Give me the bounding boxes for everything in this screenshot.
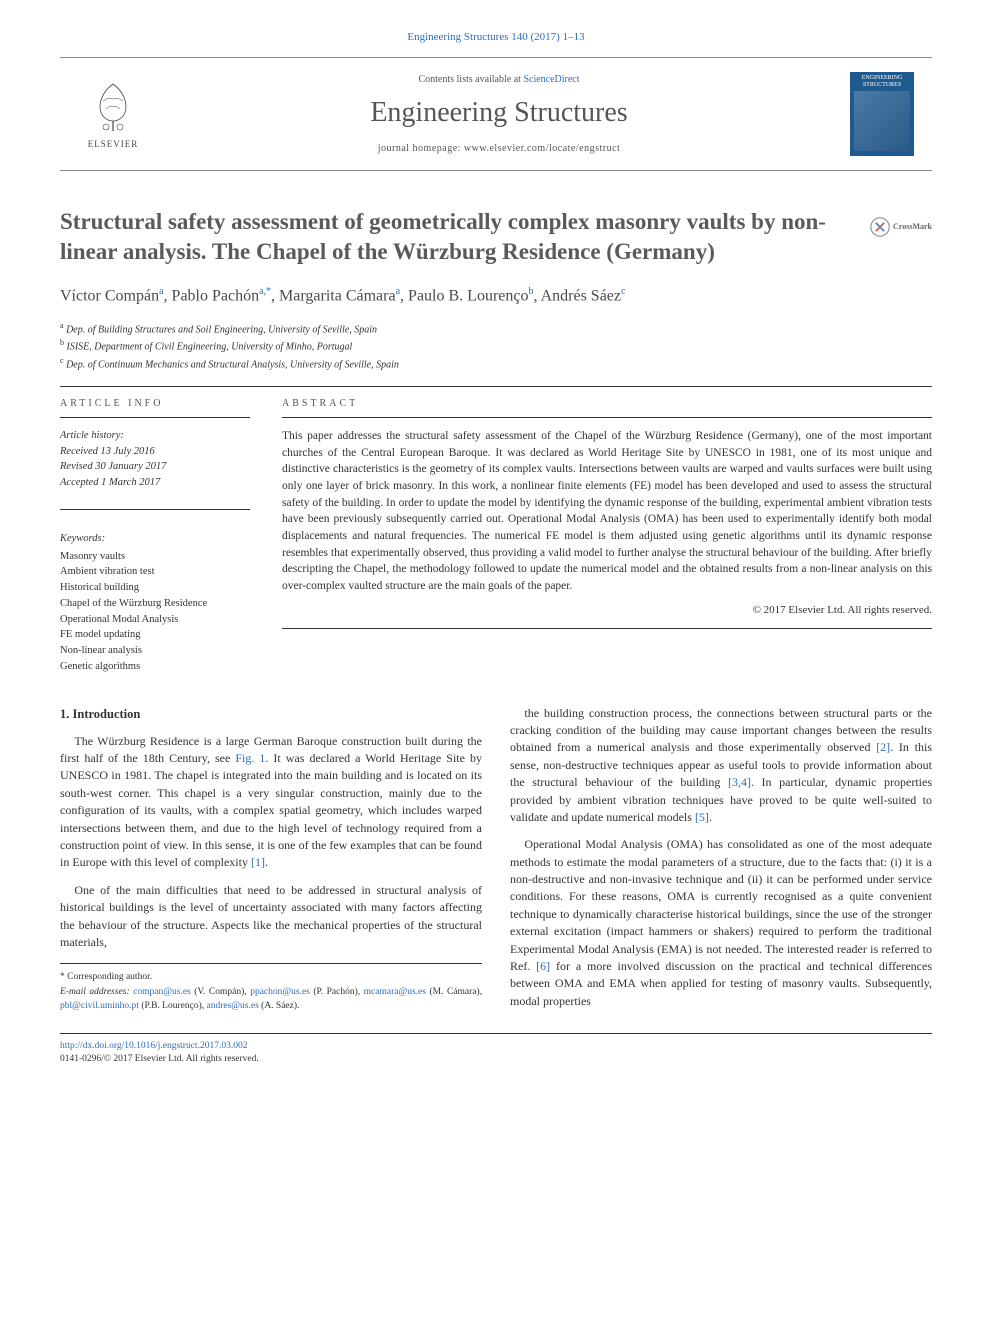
keyword-item: Chapel of the Würzburg Residence — [60, 596, 250, 612]
journal-cover-thumbnail[interactable]: ENGINEERING STRUCTURES — [850, 72, 914, 156]
keyword-item: Historical building — [60, 580, 250, 596]
keyword-item: Operational Modal Analysis — [60, 612, 250, 628]
email-addresses-line: E-mail addresses: compan@us.es (V. Compá… — [60, 985, 482, 1014]
history-received: Received 13 July 2016 — [60, 444, 250, 460]
author-email-who: (M. Cámara) — [429, 987, 479, 997]
article-info-column: ARTICLE INFO Article history: Received 1… — [60, 397, 250, 675]
body-paragraph: One of the main difficulties that need t… — [60, 882, 482, 952]
keyword-item: Ambient vibration test — [60, 564, 250, 580]
journal-citation-line: Engineering Structures 140 (2017) 1–13 — [60, 30, 932, 45]
citation-ref[interactable]: [1] — [251, 855, 265, 869]
citation-ref[interactable]: [5] — [695, 810, 709, 824]
author-email-link[interactable]: mcamara@us.es — [364, 987, 426, 997]
keyword-item: FE model updating — [60, 627, 250, 643]
elsevier-wordmark: ELSEVIER — [88, 138, 139, 151]
author-name[interactable]: Andrés Sáez — [541, 288, 621, 305]
body-paragraph: The Würzburg Residence is a large German… — [60, 733, 482, 872]
body-paragraph: the building construction process, the c… — [510, 705, 932, 827]
keyword-item: Masonry vaults — [60, 549, 250, 565]
corresponding-author-note: * Corresponding author. — [60, 970, 482, 984]
rule-keywords — [60, 509, 250, 510]
cover-image — [854, 91, 910, 151]
history-label: Article history: — [60, 428, 250, 444]
sciencedirect-link[interactable]: ScienceDirect — [523, 74, 579, 85]
rule-abstract-bottom — [282, 628, 932, 629]
history-revised: Revised 30 January 2017 — [60, 459, 250, 475]
affiliation-line: b ISISE, Department of Civil Engineering… — [60, 337, 932, 354]
homepage-url[interactable]: www.elsevier.com/locate/engstruct — [464, 143, 620, 154]
author-affiliation-marker: c — [621, 286, 625, 297]
body-paragraph: Operational Modal Analysis (OMA) has con… — [510, 836, 932, 1010]
abstract-copyright: © 2017 Elsevier Ltd. All rights reserved… — [282, 603, 932, 618]
author-name[interactable]: Pablo Pachón — [172, 288, 260, 305]
author-email-who: (P. Pachón) — [313, 987, 357, 997]
abstract-column: ABSTRACT This paper addresses the struct… — [282, 397, 932, 675]
footnotes-block: * Corresponding author. E-mail addresses… — [60, 963, 482, 1013]
footer-bar: http://dx.doi.org/10.1016/j.engstruct.20… — [60, 1033, 932, 1067]
contents-available-line: Contents lists available at ScienceDirec… — [148, 73, 850, 87]
author-email-who: (V. Compán) — [194, 987, 244, 997]
article-title: Structural safety assessment of geometri… — [60, 207, 932, 267]
citation-ref[interactable]: [3,4] — [728, 775, 751, 789]
author-affiliation-marker: a — [396, 286, 400, 297]
article-info-heading: ARTICLE INFO — [60, 397, 250, 411]
author-email-link[interactable]: compan@us.es — [133, 987, 191, 997]
abstract-text: This paper addresses the structural safe… — [282, 428, 932, 595]
doi-link[interactable]: http://dx.doi.org/10.1016/j.engstruct.20… — [60, 1041, 247, 1051]
author-name[interactable]: Margarita Cámara — [279, 288, 396, 305]
keyword-item: Genetic algorithms — [60, 659, 250, 675]
author-email-link[interactable]: ppachon@us.es — [250, 987, 310, 997]
section-heading-introduction: 1. Introduction — [60, 705, 482, 723]
figure-ref[interactable]: Fig. 1 — [235, 751, 265, 765]
affiliations-block: a Dep. of Building Structures and Soil E… — [60, 320, 932, 372]
authors-line: Víctor Compána, Pablo Pachóna,*, Margari… — [60, 285, 932, 308]
article-title-text: Structural safety assessment of geometri… — [60, 209, 826, 264]
author-email-who: (A. Sáez) — [261, 1001, 297, 1011]
author-email-link[interactable]: pbl@civil.uminho.pt — [60, 1001, 139, 1011]
cover-title: ENGINEERING STRUCTURES — [853, 75, 911, 88]
keywords-label: Keywords: — [60, 532, 250, 547]
affiliation-line: c Dep. of Continuum Mechanics and Struct… — [60, 355, 932, 372]
contents-prefix: Contents lists available at — [418, 74, 523, 85]
keyword-item: Non-linear analysis — [60, 643, 250, 659]
homepage-prefix: journal homepage: — [378, 143, 464, 154]
article-body: 1. Introduction The Würzburg Residence i… — [60, 705, 932, 1017]
issn-copyright: 0141-0296/© 2017 Elsevier Ltd. All right… — [60, 1054, 259, 1064]
elsevier-tree-icon — [88, 79, 138, 134]
journal-name: Engineering Structures — [148, 93, 850, 132]
author-email-who: (P.B. Lourenço) — [141, 1001, 201, 1011]
author-name[interactable]: Paulo B. Lourenço — [408, 288, 528, 305]
elsevier-logo[interactable]: ELSEVIER — [78, 74, 148, 154]
citation-ref[interactable]: [6] — [536, 959, 550, 973]
crossmark-icon — [870, 216, 890, 238]
header-center: Contents lists available at ScienceDirec… — [148, 73, 850, 156]
rule-abstract — [282, 417, 932, 418]
journal-citation-link[interactable]: Engineering Structures 140 (2017) 1–13 — [407, 31, 584, 43]
citation-ref[interactable]: [2] — [876, 740, 890, 754]
abstract-heading: ABSTRACT — [282, 397, 932, 411]
author-affiliation-marker: a — [159, 286, 163, 297]
history-accepted: Accepted 1 March 2017 — [60, 475, 250, 491]
rule-top — [60, 386, 932, 387]
journal-header-box: ELSEVIER Contents lists available at Sci… — [60, 57, 932, 171]
keywords-list: Masonry vaultsAmbient vibration testHist… — [60, 549, 250, 675]
crossmark-label: CrossMark — [893, 222, 932, 232]
article-history-block: Article history: Received 13 July 2016 R… — [60, 428, 250, 491]
author-affiliation-marker: a,* — [259, 286, 271, 297]
crossmark-badge[interactable]: CrossMark — [870, 211, 932, 243]
emails-label: E-mail addresses: — [60, 987, 130, 997]
rule-info — [60, 417, 250, 418]
author-name[interactable]: Víctor Compán — [60, 288, 159, 305]
journal-homepage-line: journal homepage: www.elsevier.com/locat… — [148, 142, 850, 156]
info-abstract-row: ARTICLE INFO Article history: Received 1… — [60, 397, 932, 675]
author-email-link[interactable]: andres@us.es — [207, 1001, 259, 1011]
affiliation-line: a Dep. of Building Structures and Soil E… — [60, 320, 932, 337]
author-affiliation-marker: b — [528, 286, 533, 297]
